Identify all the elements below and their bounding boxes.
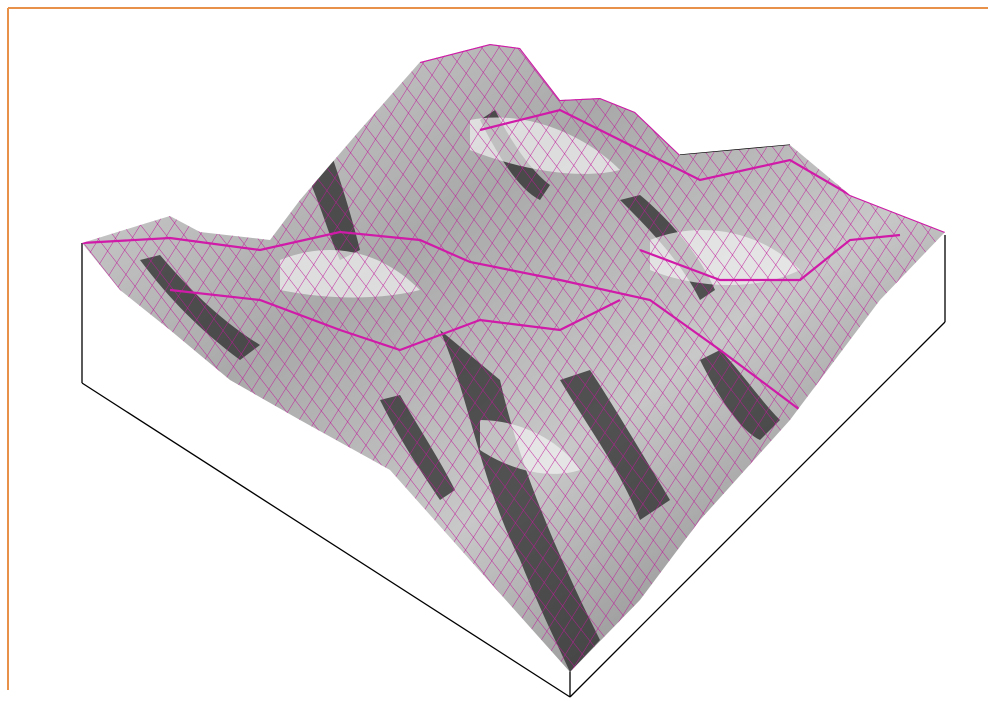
ridge [82, 230, 801, 411]
ridge-lines [82, 44, 945, 411]
base-box [81, 144, 946, 698]
ridge [479, 108, 945, 234]
wire-mesh [82, 44, 945, 672]
ridge [419, 44, 681, 156]
box-front-left [81, 382, 571, 698]
box-front-right [569, 321, 946, 698]
terrain [82, 44, 945, 672]
ridge [169, 288, 621, 352]
ridge [639, 233, 901, 282]
